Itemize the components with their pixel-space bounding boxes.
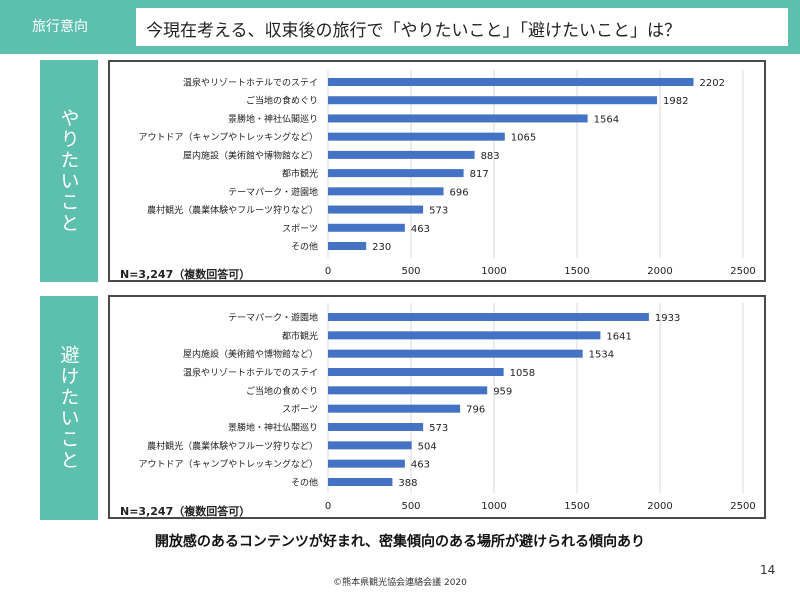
want-x-tick-label: 2000 — [647, 266, 672, 277]
want-data-label: 1065 — [511, 133, 536, 144]
chart-want: 0 500 1000 1500 2000 2500 温泉やリゾートホテルでのステイ 2202 ご… — [139, 70, 756, 277]
avoid-bar — [328, 423, 424, 431]
want-bar — [328, 150, 475, 159]
want-data-label: 1982 — [663, 96, 688, 107]
avoid-data-label: 1058 — [510, 368, 535, 379]
avoid-category-label: テーマパーク・遊園地 — [228, 312, 318, 324]
chart-want-note: N=3,247（複数回答可） — [120, 268, 251, 281]
title-box: 今現在考える、収束後の旅行で「やりたいこと」「避けたいこと」は？ — [136, 8, 788, 46]
want-category-label: ご当地の食めぐり — [246, 95, 318, 107]
avoid-x-tick-label: 0 — [325, 501, 331, 512]
avoid-data-label: 463 — [411, 460, 430, 471]
want-data-label: 696 — [450, 187, 469, 198]
want-category-label: その他 — [291, 241, 318, 253]
avoid-category-label: 屋内施設（美術館や博物館など） — [183, 348, 318, 360]
avoid-bar — [328, 478, 393, 486]
avoid-category-label: その他 — [291, 477, 318, 489]
want-bar — [328, 223, 405, 232]
want-data-label: 230 — [372, 242, 391, 253]
avoid-category-label: ご当地の食めぐり — [246, 385, 318, 397]
avoid-x-tick-label: 1500 — [564, 501, 589, 512]
avoid-category-label: 景勝地・神社仏閣巡り — [228, 422, 318, 434]
want-category-label: テーマパーク・遊園地 — [228, 186, 318, 198]
copyright: ©熊本県観光協会連絡会議 2020 — [333, 578, 467, 588]
want-x-tick-label: 2500 — [730, 266, 755, 277]
side-label-want: やりたいこと — [40, 60, 98, 282]
want-category-label: アウトドア（キャンプやトレッキングなど） — [139, 131, 318, 143]
avoid-bar — [328, 459, 405, 468]
want-x-tick-label: 500 — [401, 266, 420, 277]
want-bar — [328, 187, 444, 196]
want-category-label: スポーツ — [282, 223, 318, 234]
want-category-label: 都市観光 — [282, 168, 318, 180]
avoid-data-label: 1534 — [589, 350, 614, 361]
avoid-category-label: アウトドア（キャンプやトレッキングなど） — [139, 458, 318, 470]
chart-avoid-note: N=3,247（複数回答可） — [120, 505, 251, 518]
section-tag: 旅行意向 — [32, 19, 88, 35]
avoid-bar — [328, 349, 583, 358]
avoid-bar — [328, 441, 412, 450]
chart-want-frame: 0 500 1000 1500 2000 2500 温泉やリゾートホテルでのステイ 2202 ご… — [108, 60, 766, 282]
page-title: 今現在考える、収束後の旅行で「やりたいこと」「避けたいこと」は？ — [146, 21, 681, 41]
chart-avoid-frame: 0 500 1000 1500 2000 2500 テーマパーク・遊園地 1933 都市観光 16… — [108, 295, 766, 519]
page-number: 14 — [760, 563, 776, 577]
want-data-label: 463 — [411, 224, 430, 235]
side-label-avoid: 避けたいこと — [40, 296, 98, 520]
conclusion-text: 開放感のあるコンテンツが好まれ、密集傾向のある場所が避けられる傾向あり — [154, 534, 646, 550]
want-data-label: 2202 — [700, 78, 725, 89]
want-category-label: 屋内施設（美術館や博物館など） — [183, 149, 318, 161]
want-data-label: 1564 — [594, 114, 619, 125]
want-category-label: 景勝地・神社仏閣巡り — [228, 113, 318, 125]
avoid-bar — [328, 313, 649, 321]
want-bar — [328, 205, 424, 214]
want-category-label: 温泉やリゾートホテルでのステイ — [183, 77, 318, 89]
avoid-bar — [328, 386, 488, 395]
want-bar — [328, 114, 588, 123]
want-x-tick-label: 0 — [325, 266, 331, 277]
avoid-data-label: 388 — [398, 478, 417, 489]
want-data-label: 573 — [429, 206, 448, 217]
avoid-bar — [328, 331, 601, 340]
want-x-tick-label: 1000 — [481, 266, 506, 277]
avoid-data-label: 573 — [429, 423, 448, 434]
avoid-x-tick-label: 2500 — [730, 501, 755, 512]
avoid-bar — [328, 368, 504, 376]
avoid-data-label: 796 — [466, 405, 485, 416]
avoid-category-label: 都市観光 — [282, 330, 318, 342]
want-bar — [328, 78, 694, 86]
header-bar: 旅行意向 今現在考える、収束後の旅行で「やりたいこと」「避けたいこと」は？ — [0, 0, 800, 54]
avoid-category-label: 温泉やリゾートホテルでのステイ — [183, 367, 318, 379]
want-data-label: 883 — [481, 151, 500, 162]
avoid-data-label: 959 — [493, 386, 512, 397]
want-bar — [328, 96, 658, 105]
avoid-category-label: 農村観光（農業体験やフルーツ狩りなど） — [147, 440, 318, 452]
avoid-data-label: 504 — [418, 441, 437, 452]
want-category-label: 農村観光（農業体験やフルーツ狩りなど） — [147, 204, 318, 216]
avoid-data-label: 1641 — [606, 331, 631, 342]
avoid-bar — [328, 404, 461, 413]
want-bar — [328, 242, 367, 250]
avoid-category-label: スポーツ — [282, 404, 318, 415]
avoid-x-tick-label: 500 — [401, 501, 420, 512]
want-bar — [328, 132, 505, 141]
want-x-tick-label: 1500 — [564, 266, 589, 277]
want-data-label: 817 — [470, 169, 489, 180]
chart-avoid: 0 500 1000 1500 2000 2500 テーマパーク・遊園地 1933 都市観光 16… — [139, 303, 756, 512]
avoid-x-tick-label: 2000 — [647, 501, 672, 512]
avoid-data-label: 1933 — [655, 313, 680, 324]
want-bar — [328, 169, 464, 178]
avoid-x-tick-label: 1000 — [481, 501, 506, 512]
